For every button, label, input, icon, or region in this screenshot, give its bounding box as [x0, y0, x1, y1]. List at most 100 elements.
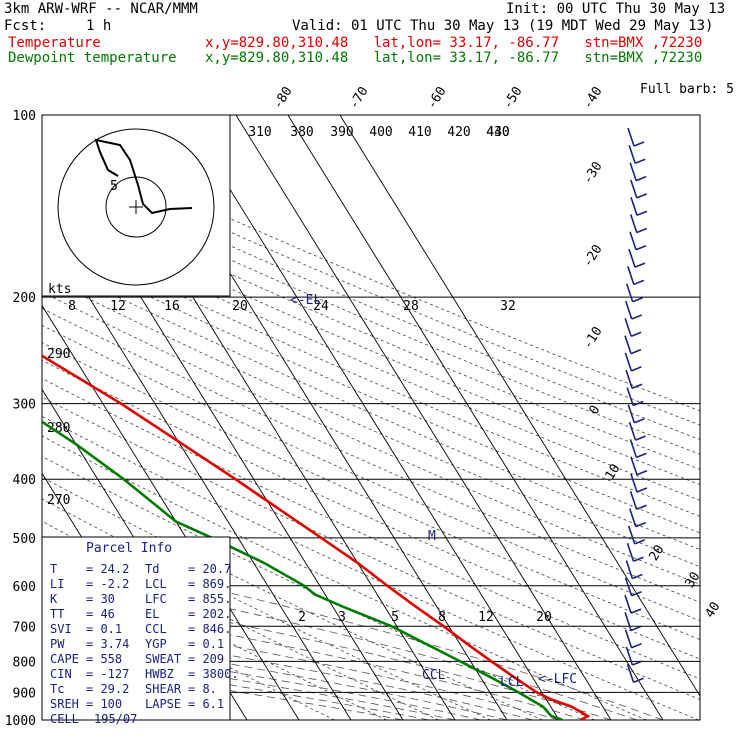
wind-barb-flag [636, 469, 648, 476]
model-title: 3km ARW-WRF -- NCAR/MMM [4, 1, 198, 17]
parcel-param-value: = 3.74 [86, 637, 129, 651]
dry-adiabat [42, 200, 700, 486]
dry-adiabat [42, 435, 647, 720]
ccl-marker: CCL [422, 668, 446, 683]
lcl-marker: LCL [500, 675, 524, 690]
parcel-param-value: = 3800. [188, 667, 239, 681]
mixing-ratio-tick: 8 [438, 610, 446, 625]
dry-adiabat [42, 172, 700, 455]
pressure-tick: 300 [13, 398, 36, 413]
dry-adiabat [42, 244, 700, 534]
parcel-param-value: = 46 [86, 607, 115, 621]
parcel-param-name: Td [145, 562, 159, 576]
parcel-param-name: EL [145, 607, 159, 621]
wind-barb-flag [633, 556, 644, 562]
parcel-param-value: = 8. [188, 682, 217, 696]
wind-barb-flag [630, 331, 642, 338]
wind-barb [624, 612, 632, 631]
temperature-profile [42, 354, 591, 720]
parcel-param-name: LCL [145, 577, 167, 591]
parcel-param-value: = 0.1 [86, 622, 122, 636]
dewpoint-location: x,y=829.80,310.48 lat,lon= 33.17, -86.77… [205, 50, 703, 66]
wind-barb [628, 248, 636, 268]
parcel-param-value: = -127 [86, 667, 129, 681]
dewpoint-legend: Dewpoint temperature [8, 50, 177, 66]
parcel-param-value: = 869. [188, 577, 231, 591]
hodograph [41, 114, 231, 297]
parcel-param-name: SHEAR [145, 682, 182, 696]
hodograph-ring-label: 5 [110, 179, 118, 194]
theta-tick: 420 [447, 125, 470, 140]
dry-adiabat [42, 342, 700, 641]
wind-barb [626, 664, 635, 683]
wind-barb [625, 369, 633, 389]
wind-barb [628, 145, 636, 164]
isotherm [339, 115, 700, 697]
speed-tick: 32 [500, 299, 516, 314]
parcel-param-name: SREH [50, 697, 79, 711]
dry-adiabat [42, 158, 700, 440]
wind-barb [629, 491, 638, 510]
plot-frame [41, 114, 701, 721]
parcel-param-name: CCL [145, 622, 167, 636]
wind-barb [629, 162, 637, 181]
pressure-tick: 900 [13, 686, 36, 701]
theta-tick: 390 [330, 125, 353, 140]
dry-adiabat [42, 291, 700, 585]
wind-barb [628, 508, 637, 527]
isotherm [42, 304, 300, 720]
hodograph-trace [94, 138, 193, 215]
hodograph-axis-label: kts [48, 282, 71, 297]
wind-barb-flag [634, 262, 646, 268]
parcel-param-value: = 24.2 [86, 562, 129, 576]
parcel-param-name: LI [50, 577, 64, 591]
dry-adiabat [42, 359, 700, 660]
wind-barb [625, 646, 634, 666]
parcel-param-name: LAPSE [145, 697, 181, 711]
parcel-param-name: HWBZ [145, 667, 174, 681]
wind-barb [627, 266, 635, 285]
wind-barb [628, 421, 637, 441]
wind-barb [627, 127, 635, 147]
parcel-param-name: T [50, 562, 57, 576]
temperature-tick: 10 [603, 462, 624, 483]
dry-adiabat [42, 275, 700, 568]
pressure-tick: 1000 [5, 714, 36, 729]
theta-tick: 400 [369, 125, 392, 140]
temperature-tick: -20 [580, 242, 605, 270]
parcel-param-name: CAPE [50, 652, 79, 666]
wind-barb [629, 214, 638, 233]
pressure-tick: 100 [13, 109, 36, 124]
parcel-param-value: = 30 [86, 592, 115, 606]
wind-barb-flag [630, 625, 642, 632]
pressure-tick: 400 [13, 473, 36, 488]
wind-barb [624, 318, 632, 337]
temperature-location: x,y=829.80,310.48 lat,lon= 33.17, -86.77… [205, 35, 703, 51]
wind-barb-flag [633, 677, 644, 684]
dry-adiabat-label: 290 [47, 347, 70, 362]
dry-adiabat-label: 270 [47, 493, 70, 508]
mixing-ratio-tick: 5 [391, 610, 399, 625]
speed-tick: 20 [232, 299, 248, 314]
parcel-param-value: = 202. [188, 607, 231, 621]
wind-barb-flag [635, 521, 647, 528]
temperature-tick: -70 [346, 84, 371, 112]
wind-barb [624, 629, 633, 648]
wind-barb-flag [633, 141, 645, 147]
wind-barb [624, 577, 633, 597]
temperature-tick: 20 [647, 543, 668, 564]
wind-barb [630, 179, 638, 199]
mixing-marker: M [428, 529, 436, 544]
isotherm [287, 115, 664, 720]
pressure-tick: 500 [13, 532, 36, 547]
parcel-param-value: = 209 [188, 652, 224, 666]
temperature-legend: Temperature [8, 35, 101, 51]
init-time: Init: 00 UTC Thu 30 May 13 [506, 1, 726, 17]
speed-tick: 8 [68, 299, 76, 314]
temperature-tick: -40 [580, 84, 605, 112]
parcel-info-box [41, 536, 231, 721]
parcel-info-title: Parcel Info [86, 541, 172, 556]
wind-barb [626, 387, 634, 406]
temperature-tick: -60 [424, 84, 449, 112]
